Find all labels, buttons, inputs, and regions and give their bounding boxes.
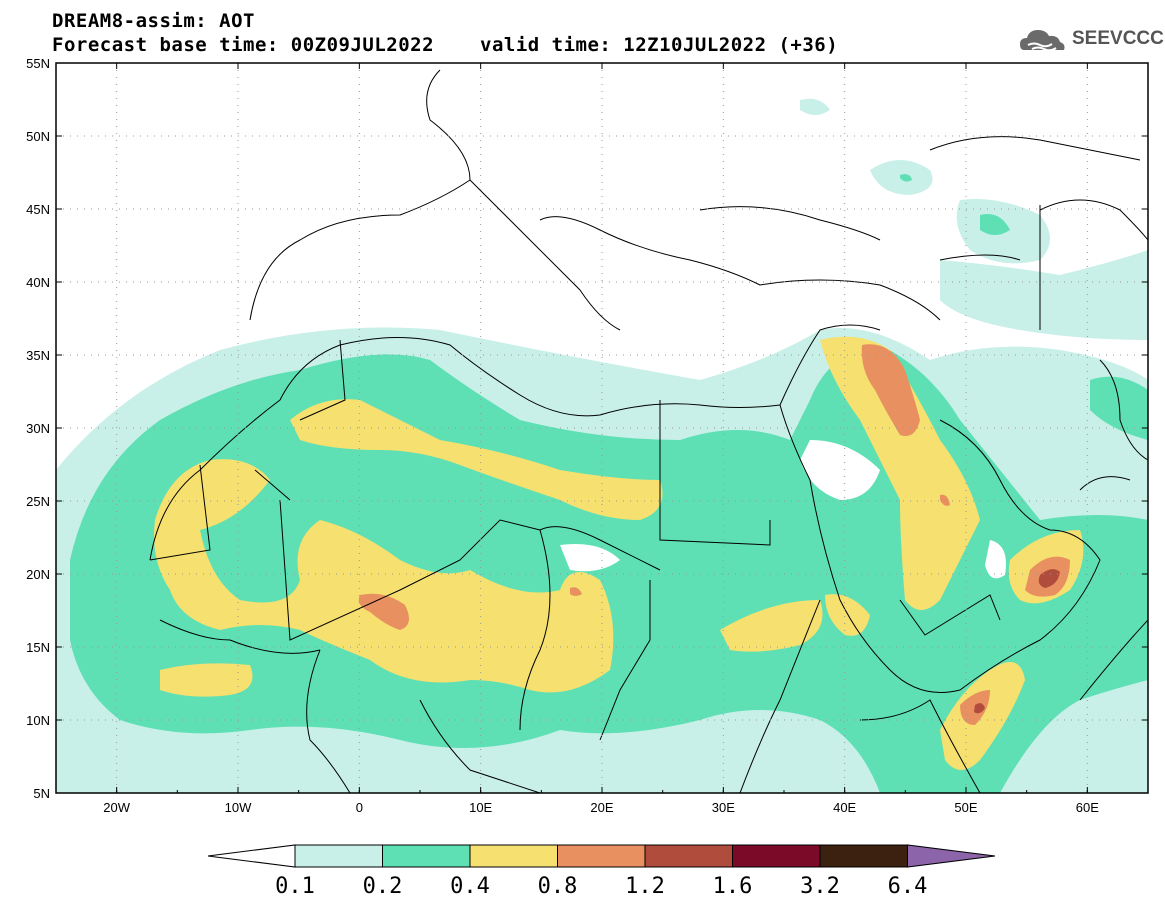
lon-label: 10W: [225, 800, 252, 815]
colorbar-label: 6.4: [888, 874, 928, 899]
lon-label: 40E: [833, 800, 856, 815]
graticule: [56, 63, 1148, 793]
colorbar-bin: [732, 844, 821, 868]
lat-label: 55N: [26, 56, 50, 71]
lat-label: 30N: [26, 421, 50, 436]
colorbar-bin: [382, 844, 471, 868]
colorbar-label: 0.8: [538, 874, 578, 899]
lat-label: 50N: [26, 129, 50, 144]
lon-label: 50E: [954, 800, 977, 815]
latitude-axis: 55N 50N 45N 40N 35N 30N 25N 20N 15N 10N 5N: [26, 56, 1148, 801]
colorbar-bin: [469, 844, 558, 868]
lon-label: 20W: [103, 800, 130, 815]
lon-label: 0: [356, 800, 363, 815]
aot-band-1.2: [974, 569, 1060, 714]
lon-label: 20E: [590, 800, 613, 815]
aot-band-0.8: [358, 344, 1070, 725]
lat-label: 35N: [26, 348, 50, 363]
lat-label: 10N: [26, 713, 50, 728]
lon-label: 60E: [1076, 800, 1099, 815]
colorbar-label: 0.4: [450, 874, 490, 899]
cloud-logo-icon: [1020, 30, 1065, 52]
lat-label: 45N: [26, 202, 50, 217]
aot-band-0.4: [154, 336, 1084, 770]
lon-label: 10E: [469, 800, 492, 815]
lat-label: 40N: [26, 275, 50, 290]
lat-label: 20N: [26, 567, 50, 582]
country-borders: [149, 69, 1148, 793]
colorbar-label: 0.1: [275, 874, 315, 899]
aot-field: [56, 63, 1148, 793]
lat-label: 25N: [26, 494, 50, 509]
logo-text: SEEVCCC: [1072, 28, 1164, 49]
colorbar-bin: [294, 844, 383, 868]
colorbar-label: 3.2: [800, 874, 840, 899]
colorbar-bin: [644, 844, 733, 868]
colorbar-label: 1.6: [713, 874, 753, 899]
lat-label: 15N: [26, 640, 50, 655]
colorbar-label: 0.2: [363, 874, 403, 899]
aot-clear-pockets: [560, 440, 1006, 579]
colorbar-over-triangle: [907, 844, 996, 868]
map-title: DREAM8-assim: AOT: [52, 10, 255, 32]
lon-label: 30E: [712, 800, 735, 815]
colorbar-bin: [819, 844, 908, 868]
lat-label: 5N: [33, 786, 50, 801]
longitude-axis: 20W 10W 0 10E 20E 30E 40E 50E 60E: [55, 63, 1149, 815]
colorbar-label: 1.2: [625, 874, 665, 899]
colorbar-under-triangle: [207, 844, 296, 868]
colorbar: 0.1 0.2 0.4 0.8 1.2 1.6 3.2 6.4: [207, 844, 996, 899]
colorbar-bin: [557, 844, 646, 868]
valid-time: valid time: 12Z10JUL2022 (+36): [480, 34, 839, 56]
forecast-base-time: Forecast base time: 00Z09JUL2022: [52, 34, 435, 56]
